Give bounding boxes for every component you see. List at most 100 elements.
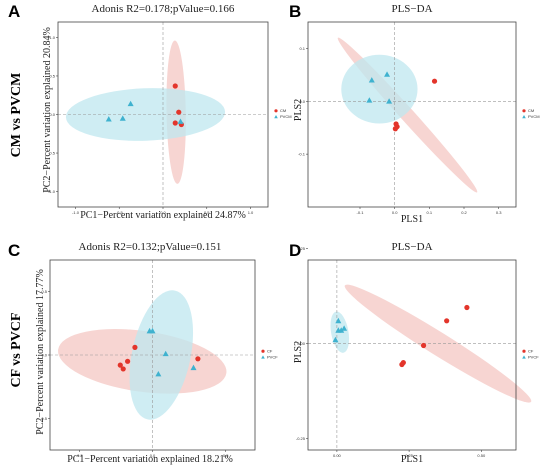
panel-c-point-pvcf	[162, 350, 169, 357]
panel-b-ytick-label: 0.0	[299, 99, 305, 104]
panel-d-point-cf	[399, 361, 405, 368]
panel-b-legend-label-1: CM	[528, 108, 534, 113]
panel-c-xlabel: PC1−Percent variation explained 18.21%	[67, 454, 233, 465]
panel-d-ylabel: PLS2	[293, 341, 304, 363]
panel-a-xtick-label: -0.5	[116, 210, 124, 215]
panel-b-frame	[307, 21, 517, 208]
panel-d-ytick-label: 0.00	[297, 341, 306, 346]
panel-d-legend-label-1: CF	[528, 349, 534, 354]
panel-d-point-pvcf	[341, 325, 348, 331]
panel-a-xlabel: PC1−Percent variation explained 24.87%	[80, 210, 246, 221]
panel-d-point-pvcf	[338, 327, 345, 333]
panel-c-legend-marker-2	[261, 355, 265, 359]
row-label-top: CM vs PVCM	[9, 73, 24, 158]
panel-b-point-pvcm	[366, 97, 373, 103]
panel-d-xtick-label: 0.25	[405, 453, 414, 458]
panel-c-xtick-label: 0.5	[223, 453, 229, 458]
panel-c-ylabel: PC2−Percent variation explained 17.77%	[35, 269, 46, 435]
panel-d-legend-marker-1	[522, 349, 526, 353]
panel-c-ytick-label: 0.5	[41, 289, 47, 294]
panel-d-legend-marker-2	[522, 355, 526, 359]
panel-d-xlabel: PLS1	[401, 454, 423, 465]
panel-b-xtick-label: -0.1	[357, 210, 365, 215]
panel-c-title: Adonis R2=0.132;pValue=0.151	[79, 241, 222, 253]
panel-c-point-cf	[120, 366, 126, 372]
panel-b-legend-marker-1	[522, 109, 526, 113]
panel-b-legend-marker-2	[522, 115, 526, 119]
panel-c-point-cf	[195, 356, 201, 362]
panel-b-xtick-label: 0.0	[392, 210, 398, 215]
panel-letter-a: A	[8, 2, 20, 21]
panel-d-xtick-label: 0.00	[333, 453, 342, 458]
panel-d-title: PLS−DA	[391, 241, 432, 253]
panel-c: C Adonis R2=0.132;pValue=0.151 PC1−Perce…	[8, 241, 278, 465]
panel-b-xtick-label: 0.3	[496, 210, 502, 215]
panel-a-legend-marker-2	[274, 115, 278, 119]
panel-b-ylabel: PLS2	[293, 99, 304, 121]
panel-letter-d: D	[289, 241, 301, 260]
panel-c-ytick-label: -0.5	[40, 416, 48, 421]
panel-d-ytick-label: -0.25	[296, 436, 306, 441]
panel-d-point-pvcf	[332, 336, 339, 343]
panel-c-legend-label-2: PVCF	[267, 355, 278, 360]
panel-c-xtick-label: 0.0	[150, 453, 156, 458]
panel-a-point-pvcm	[127, 100, 134, 107]
panel-letter-c: C	[8, 241, 20, 260]
row-label-bottom: CF vs PVCF	[9, 313, 24, 388]
panel-b-point-pvcm	[386, 98, 393, 104]
panel-b-title: PLS−DA	[391, 3, 432, 15]
panel-d-point-cf	[464, 304, 470, 311]
panel-d-point-cf	[444, 318, 450, 324]
panel-c-point-cf	[117, 362, 123, 368]
panel-b-xtick-label: 0.1	[427, 210, 433, 215]
panel-a-legend-label-2: PVCM	[280, 114, 292, 119]
panel-d-point-cf	[420, 342, 427, 349]
panel-b: B PLS−DA PLS1 PLS2 -0.1 0.0 0.1 0.2 0.3 -0.1 0…	[289, 2, 540, 225]
panel-b-legend-label-2: PVCM	[528, 114, 540, 119]
panel-a-xtick-label: 0.5	[204, 210, 210, 215]
panel-a-ytick-label: 0.5	[49, 73, 55, 78]
panel-a-point-pvcm	[105, 116, 112, 122]
panel-a-ytick-label: -0.5	[48, 151, 56, 156]
panel-a-title: Adonis R2=0.178;pValue=0.166	[92, 3, 235, 15]
panel-b-ytick-label: -0.1	[298, 152, 306, 157]
panel-d: D PLS−DA PLS1 PLS2 0.00 0.25 0.50 -0.25 0.00…	[289, 241, 539, 465]
panel-a-point-pvcm	[119, 115, 126, 121]
panel-b-point-cm	[392, 126, 398, 132]
panel-c-point-cf	[125, 358, 131, 364]
panel-a-ytick-label: 1.0	[49, 35, 55, 40]
panel-c-point-pvcf	[149, 327, 156, 334]
panel-c-ytick-label: 0.0	[41, 353, 47, 358]
panel-c-point-pvcf	[155, 371, 162, 377]
panel-b-xlabel: PLS1	[401, 214, 423, 225]
panel-a-point-pvcm	[177, 118, 184, 124]
panel-a-xtick-label: 0.0	[160, 210, 166, 215]
panel-a-ylabel: PC2−Percent variation explained 20.84%	[42, 27, 53, 193]
panel-c-legend-marker-1	[261, 349, 265, 353]
panel-letter-b: B	[289, 2, 301, 21]
panel-c-point-cf	[132, 344, 138, 350]
panel-a-point-cm	[172, 83, 178, 89]
panel-a-ytick-label: -1.0	[48, 189, 56, 194]
panel-c-xtick-label: -0.5	[76, 453, 84, 458]
panel-d-ytick-label: 0.25	[297, 246, 306, 251]
panel-b-point-pvcm	[368, 77, 375, 83]
panel-b-xtick-label: 0.2	[461, 210, 467, 215]
panel-a-xtick-label: -1.0	[72, 210, 80, 215]
panel-d-frame	[307, 259, 517, 451]
panel-a-point-cm	[172, 120, 178, 126]
panel-a-point-cm	[176, 109, 182, 115]
panel-c-point-pvcf	[190, 364, 197, 371]
panel-a: A Adonis R2=0.178;pValue=0.166 PC1−Perce…	[8, 2, 292, 221]
panel-b-ytick-label: 0.1	[299, 46, 305, 51]
panel-d-xtick-label: 0.50	[477, 453, 486, 458]
panel-a-legend-marker-1	[274, 109, 278, 113]
panel-b-ellipse-2	[341, 54, 418, 124]
panel-b-point-cm	[431, 78, 438, 84]
panel-d-point-pvcf	[335, 317, 342, 324]
panel-a-legend-label-1: CM	[280, 108, 286, 113]
